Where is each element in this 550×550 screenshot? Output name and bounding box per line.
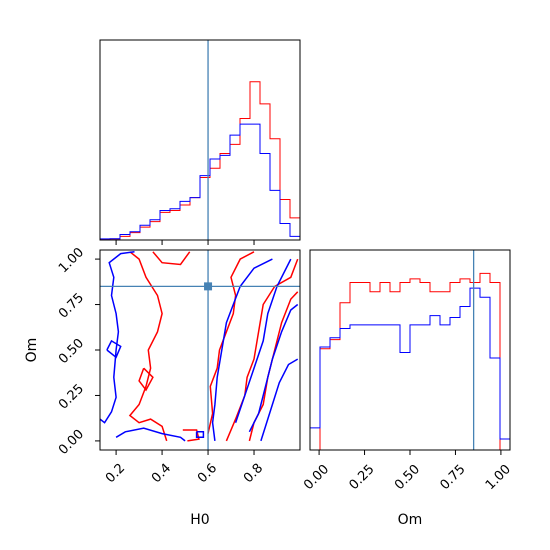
contour-0-2 xyxy=(138,367,154,392)
om-tick-label-2: 0.50 xyxy=(392,462,423,493)
om-tick-label-4: 1.00 xyxy=(483,462,514,493)
contour-frame xyxy=(99,249,301,451)
contour-1-3 xyxy=(195,431,205,439)
h0-histogram-frame xyxy=(99,39,301,241)
truth-marker xyxy=(204,282,213,291)
om-tick-label-0: 0.00 xyxy=(301,462,332,493)
h0-om-contour-panel: 0.2 0.4 0.6 0.8 0.00 0.25 0.50 0.75 1.00 xyxy=(56,245,301,486)
h0-tick-label-0: 0.2 xyxy=(103,461,128,486)
om-y-tick-label-4: 1.00 xyxy=(56,245,87,276)
om-y-tick-label-2: 0.50 xyxy=(56,336,87,367)
om-y-tick-label-3: 0.75 xyxy=(56,291,87,322)
om-hist-series-1 xyxy=(309,287,511,450)
h0-tick-label-2: 0.6 xyxy=(195,461,220,486)
contour-1-6 xyxy=(248,303,299,433)
h0-histogram-panel xyxy=(99,39,301,245)
contour-0-0 xyxy=(128,251,168,442)
om-hist-series-0 xyxy=(310,272,510,451)
contour-0-4 xyxy=(207,251,255,434)
om-y-tick-label-1: 0.25 xyxy=(56,381,87,412)
contour-1-0 xyxy=(99,251,135,424)
contour-1-4 xyxy=(211,258,273,441)
om-histogram-panel: 0.00 0.25 0.50 0.75 1.00 xyxy=(301,249,514,493)
h0-tick-label-3: 0.8 xyxy=(241,461,266,486)
x-axis-label-h0: H0 xyxy=(190,512,209,528)
contour-0-1 xyxy=(152,251,191,266)
om-y-tick-label-0: 0.00 xyxy=(56,427,87,458)
om-tick-label-1: 0.25 xyxy=(347,462,378,493)
om-tick-label-3: 0.75 xyxy=(437,462,468,493)
contour-1-1 xyxy=(106,339,122,359)
h0-tick-label-1: 0.4 xyxy=(149,461,174,486)
x-axis-label-om: Om xyxy=(398,512,423,528)
contour-1-2 xyxy=(115,427,186,442)
y-axis-label-om: Om xyxy=(24,338,40,363)
contour-0-3 xyxy=(182,429,200,442)
contour-1-7 xyxy=(260,358,299,442)
h0-hist-series-1 xyxy=(99,123,301,240)
